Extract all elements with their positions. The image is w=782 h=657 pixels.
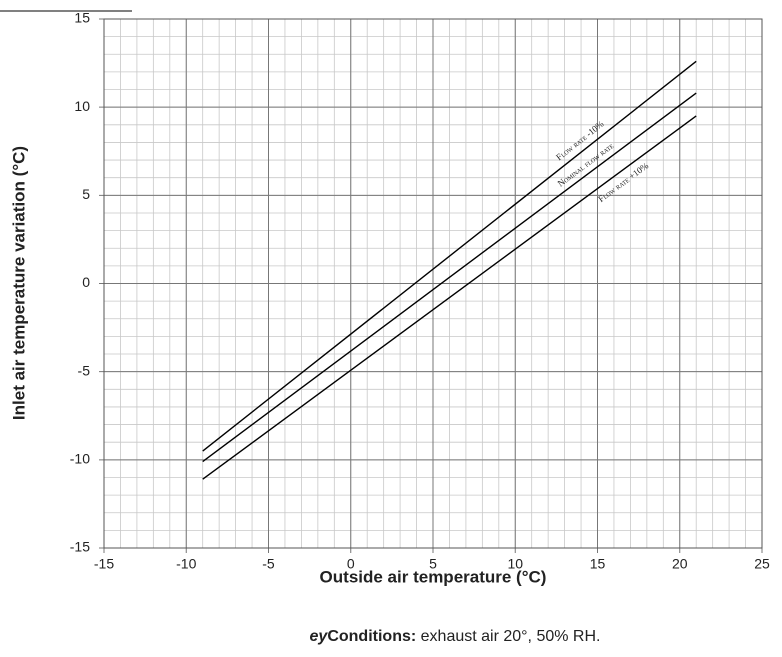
grid <box>99 18 763 553</box>
y-tick-label: 0 <box>82 274 90 290</box>
x-tick-label: -15 <box>94 556 114 572</box>
x-tick-label: 25 <box>754 556 770 572</box>
x-axis-title: Outside air temperature (°C) <box>320 567 547 586</box>
footnote: eyConditions: exhaust air 20°, 50% RH. <box>310 628 601 645</box>
y-tick-label: -10 <box>70 451 90 467</box>
line-label: Flow rate +10% <box>596 160 650 204</box>
y-tick-label: 5 <box>82 186 90 202</box>
series-line <box>202 115 697 480</box>
note-label: Conditions: <box>327 628 416 645</box>
y-tick-label: -15 <box>70 539 90 555</box>
note-text: exhaust air 20°, 50% RH. <box>416 628 600 645</box>
x-tick-label: 5 <box>429 556 437 572</box>
y-axis-title: Inlet air temperature variation (°C) <box>9 146 28 420</box>
y-tick-label: -5 <box>78 362 91 378</box>
x-tick-label: 10 <box>507 556 523 572</box>
y-tick-label: 10 <box>74 98 90 114</box>
y-tick-label: 15 <box>74 10 90 26</box>
series-line <box>202 92 697 463</box>
plot-frame <box>103 18 763 549</box>
x-tick-label: -10 <box>176 556 196 572</box>
series-line <box>202 60 697 452</box>
x-tick-label: 0 <box>347 556 355 572</box>
x-tick-label: 15 <box>590 556 606 572</box>
note-prefix: ey <box>310 628 329 645</box>
x-tick-label: -5 <box>262 556 275 572</box>
x-tick-label: 20 <box>672 556 688 572</box>
